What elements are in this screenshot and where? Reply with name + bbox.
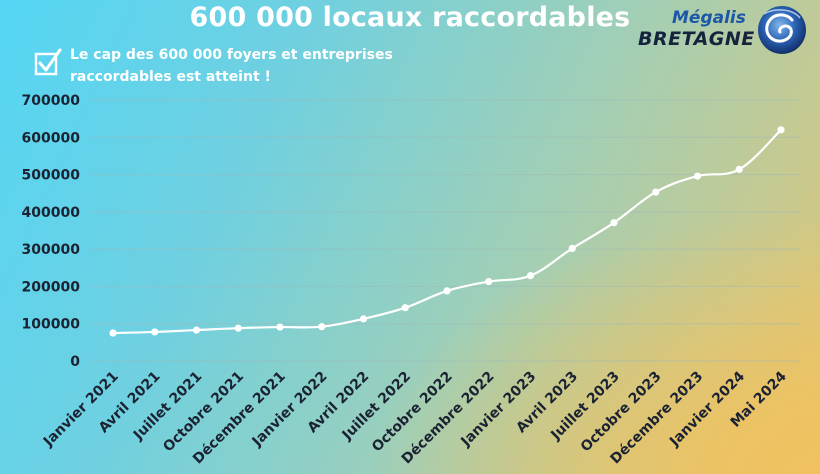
data-point	[151, 328, 159, 336]
data-point	[276, 323, 284, 331]
milestone-note: Le cap des 600 000 foyers et entreprises…	[70, 47, 393, 85]
y-tick-label: 500000	[22, 168, 81, 184]
x-tick-label: Janvier 2024	[666, 368, 748, 450]
y-tick-label: 0	[70, 354, 80, 370]
y-axis: 700000 600000 500000 400000 300000 200000 1000…	[22, 93, 81, 370]
data-point	[234, 324, 242, 332]
x-tick-label: Janvier 2022	[249, 369, 331, 451]
y-tick-label: 200000	[22, 279, 81, 295]
data-point	[693, 172, 702, 180]
y-tick-label: 100000	[22, 317, 81, 333]
megalis-emblem-icon	[758, 6, 806, 54]
series-line	[112, 129, 782, 335]
data-point	[652, 188, 660, 196]
data-point	[485, 277, 493, 286]
data-point	[109, 329, 117, 337]
y-tick-label: 300000	[22, 242, 81, 258]
data-point	[568, 244, 576, 252]
check-box-icon	[34, 48, 62, 76]
data-point	[777, 126, 785, 134]
data-point	[401, 304, 409, 312]
logo-line1: Mégalis	[672, 8, 746, 28]
data-point	[359, 315, 368, 323]
y-tick-label: 600000	[22, 130, 81, 146]
logo-line2: BRETAGNE	[638, 28, 755, 50]
data-point	[443, 287, 451, 295]
data-point	[192, 326, 201, 334]
y-tick-label: 700000	[22, 93, 81, 109]
megalis-logo: Mégalis BRETAGNE	[632, 4, 812, 56]
data-point	[526, 272, 535, 280]
chart-title: 600 000 locaux raccordables	[189, 2, 631, 33]
grid-lines	[92, 99, 800, 362]
x-tick-label: Janvier 2021	[40, 369, 122, 451]
data-point	[610, 219, 618, 227]
x-tick-label: Janvier 2023	[457, 369, 539, 451]
data-point	[735, 165, 743, 173]
y-tick-label: 400000	[22, 205, 81, 221]
series-revenue-line	[109, 126, 785, 337]
data-point	[318, 323, 326, 331]
